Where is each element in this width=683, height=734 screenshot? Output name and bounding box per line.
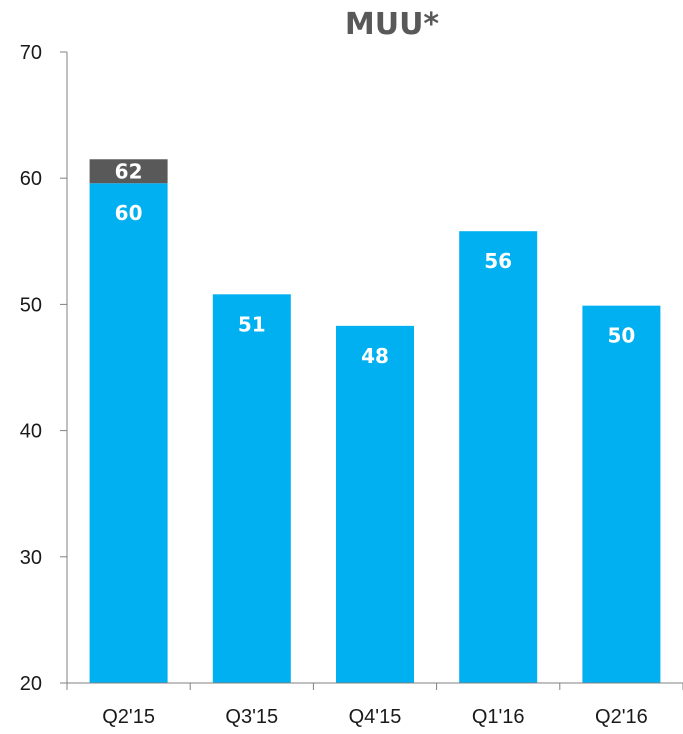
y-tick-label: 20: [20, 673, 42, 695]
x-axis-ticks: Q2'15 Q3'15 Q4'15 Q1'16 Q2'16: [66, 683, 683, 728]
y-tick-label: 70: [20, 42, 42, 64]
x-tick-label: Q3'15: [225, 706, 278, 728]
data-label: 48: [361, 344, 389, 368]
data-labels-layer: 60 51 48 56 50 62: [115, 159, 636, 368]
bar: [582, 305, 661, 683]
y-tick-label: 30: [20, 547, 42, 569]
x-tick-label: Q4'15: [349, 706, 402, 728]
data-label: 50: [607, 324, 635, 348]
x-tick-label: Q1'16: [472, 706, 525, 728]
bars-layer: [89, 159, 661, 684]
data-label: 56: [484, 249, 512, 273]
bar: [336, 325, 414, 683]
chart-title: MUU*: [345, 7, 440, 42]
data-label: 60: [115, 201, 143, 225]
bar: [89, 183, 168, 684]
y-tick-label: 50: [20, 294, 42, 316]
x-tick-label: Q2'16: [595, 706, 648, 728]
bar: [212, 294, 291, 683]
data-label: 62: [115, 159, 143, 183]
y-axis-ticks: 20 30 40 50 60 70: [20, 42, 67, 695]
data-label: 51: [238, 312, 266, 336]
bar: [459, 231, 538, 684]
y-tick-label: 60: [20, 168, 42, 190]
x-tick-label: Q2'15: [102, 706, 155, 728]
bar-segment-top: [89, 159, 168, 184]
y-tick-label: 40: [20, 421, 42, 443]
